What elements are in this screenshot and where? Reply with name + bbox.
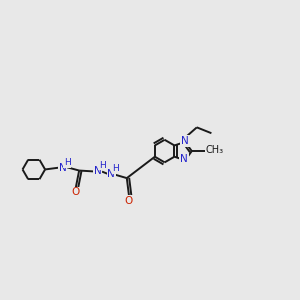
Text: H: H — [64, 158, 70, 167]
Text: H: H — [112, 164, 119, 173]
Text: N: N — [107, 169, 115, 179]
Text: N: N — [180, 154, 188, 164]
Text: H: H — [99, 160, 105, 169]
Text: O: O — [125, 196, 133, 206]
Text: O: O — [72, 188, 80, 197]
Text: N: N — [59, 164, 67, 173]
Text: N: N — [181, 136, 189, 146]
Text: N: N — [94, 166, 102, 176]
Text: CH₃: CH₃ — [206, 145, 224, 155]
